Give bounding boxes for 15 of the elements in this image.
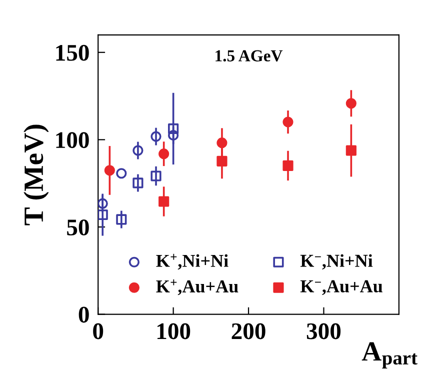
legend-label: K$^{+}$,Ni+Ni bbox=[156, 254, 228, 270]
y-tick-label: 50 bbox=[67, 219, 89, 236]
legend-label: K$^{+}$,Au+Au bbox=[156, 279, 238, 296]
x-tick-label: 100 bbox=[157, 323, 190, 340]
y-axis-title: T (MeV) bbox=[24, 124, 49, 226]
y-tick-label: 100 bbox=[56, 132, 89, 148]
legend-label: K$^{−}$,Au+Au bbox=[300, 280, 382, 295]
annotation: 1.5 AGeV bbox=[216, 50, 283, 62]
x-tick-label: 200 bbox=[232, 323, 266, 340]
y-tick-label: 0 bbox=[78, 306, 89, 323]
x-tick-label: 0 bbox=[93, 323, 104, 340]
y-tick-label: 150 bbox=[56, 44, 89, 61]
legend-label: K$^{−}$,Ni+Ni bbox=[300, 254, 373, 270]
x-tick-label: 300 bbox=[306, 323, 341, 340]
x-axis-title: A$_{part}$ bbox=[362, 342, 418, 369]
